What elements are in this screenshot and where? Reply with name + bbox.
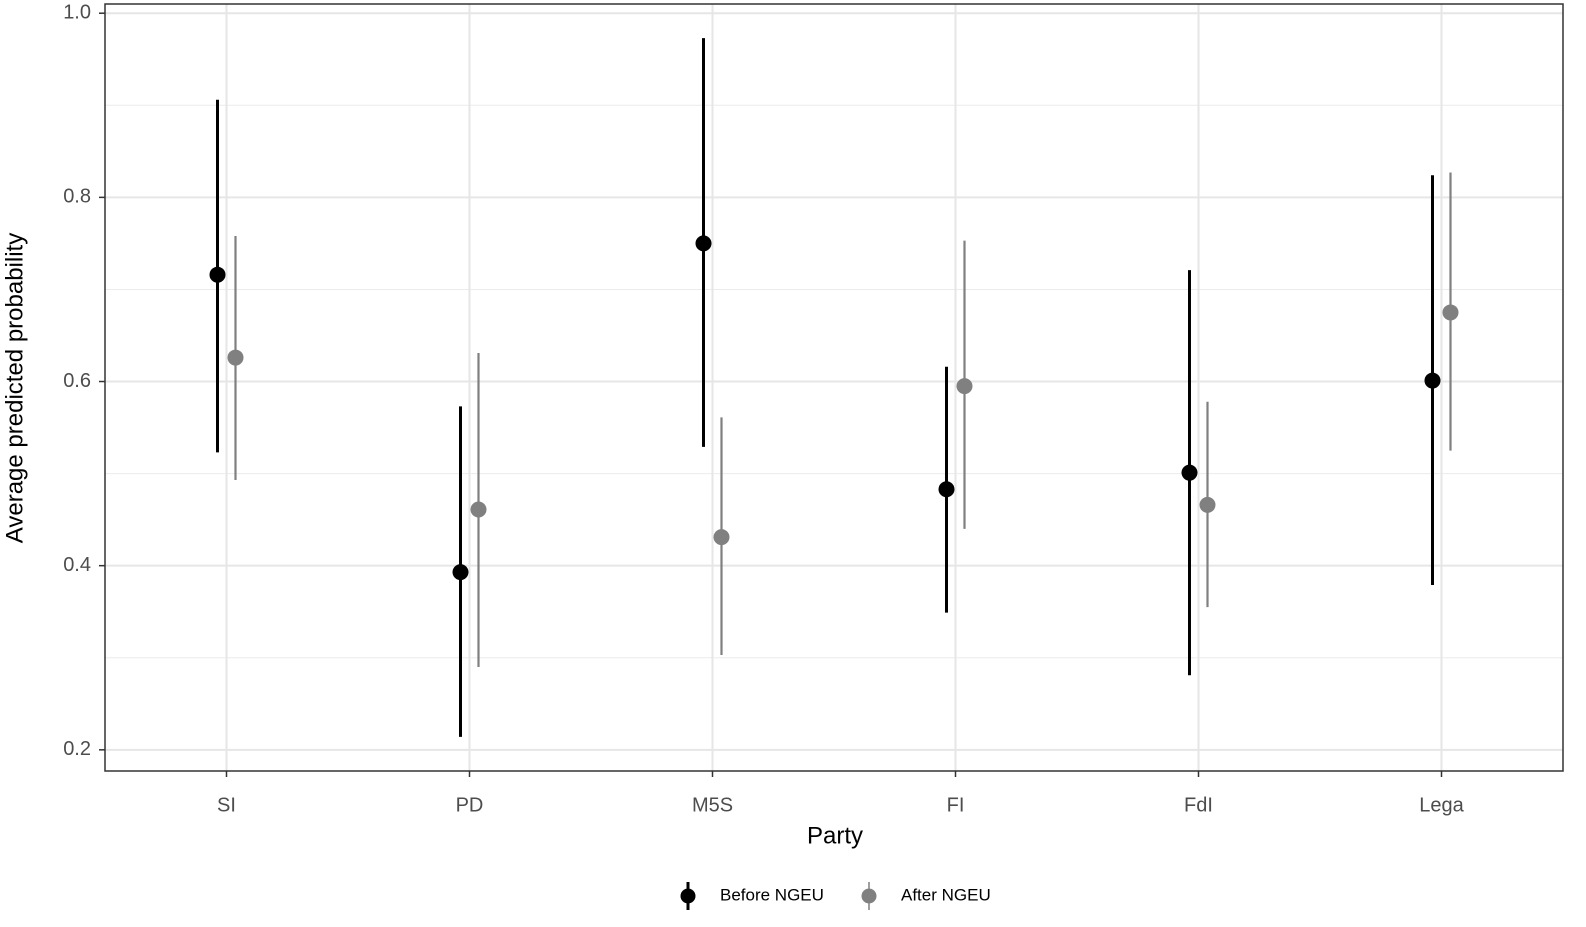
point — [470, 501, 487, 518]
x-tick-label: FI — [947, 794, 965, 816]
x-axis-title: Party — [807, 822, 863, 849]
point — [1424, 372, 1441, 389]
legend-label: After NGEU — [901, 885, 991, 904]
x-tick-label: M5S — [692, 794, 733, 816]
y-tick-label: 0.4 — [63, 554, 91, 576]
point — [956, 378, 973, 395]
y-tick-label: 0.6 — [63, 370, 91, 392]
x-tick-label: FdI — [1184, 794, 1213, 816]
y-tick-label: 1.0 — [63, 1, 91, 23]
point — [713, 529, 730, 546]
legend-key-point — [861, 888, 877, 904]
point — [1181, 464, 1198, 481]
legend-key-point — [680, 888, 696, 904]
x-tick-label: PD — [456, 794, 484, 816]
y-tick-label: 0.2 — [63, 738, 91, 760]
y-axis-title: Average predicted probability — [1, 233, 28, 543]
point — [1442, 304, 1459, 321]
point — [1199, 496, 1216, 513]
legend-label: Before NGEU — [720, 885, 824, 904]
point — [227, 349, 244, 366]
point — [938, 481, 955, 498]
point — [695, 235, 712, 252]
y-tick-label: 0.8 — [63, 186, 91, 208]
x-tick-label: Lega — [1419, 794, 1464, 816]
point — [209, 266, 226, 283]
x-tick-label: SI — [217, 794, 236, 816]
plot-background — [105, 4, 1563, 771]
plot-border — [104, 3, 1564, 772]
point — [452, 564, 469, 581]
